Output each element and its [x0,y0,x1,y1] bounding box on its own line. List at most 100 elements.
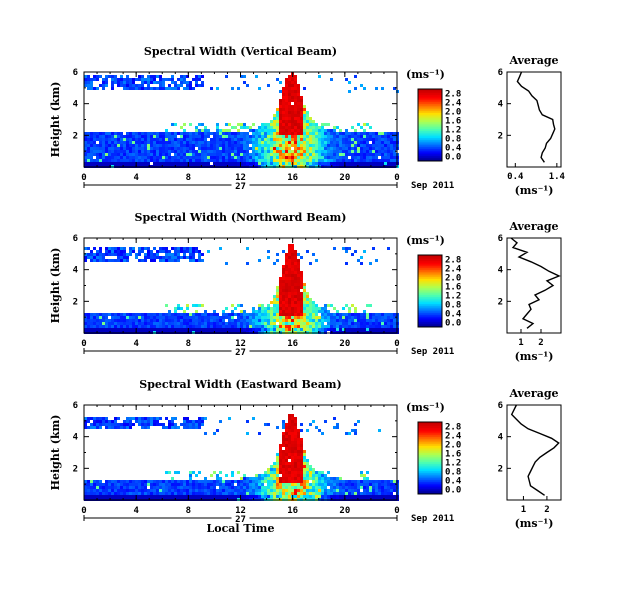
profile-x-tick: 1 [518,338,523,348]
x-tick-label: 4 [133,339,139,349]
average-profile: Average 2 4 6 1 2 (ms⁻¹) [498,220,562,363]
profile-y-tick: 6 [498,401,503,411]
colorbar-tick-label: 0.0 [445,319,461,329]
heatmap-cells [84,244,399,334]
colorbar-tick-label: 2.4 [445,99,462,109]
panel-2: Spectral Width (Northward Beam)0 4 8 12 16 20… [49,211,562,363]
x-tick-label: 16 [287,339,298,349]
profile-title: Average [508,220,558,233]
date-suffix: Sep 2011 [411,347,454,357]
y-tick-label: 4 [73,266,79,276]
panel-1: Spectral Width (Vertical Beam)0 4 8 12 16 20 0… [49,45,566,197]
x-tick-label: 0 [394,173,399,183]
date-label: 27 [235,348,246,358]
profile-y-tick: 6 [498,68,503,78]
colorbar-tick-label: 0.8 [445,468,461,478]
x-tick-label: 20 [339,173,350,183]
x-tick-label: 16 [287,173,298,183]
colorbar-tick-label: 1.6 [445,117,461,127]
profile-x-label: (ms⁻¹) [515,184,554,197]
profile-x-tick: 2 [544,505,549,515]
profile-line [510,237,561,329]
profile-line [510,404,560,496]
y-tick-label: 2 [73,131,78,141]
colorbar-tick-label: 1.2 [445,126,461,136]
colorbar: 0.00.40.81.21.62.02.42.8 [417,421,462,496]
profile-line [516,71,556,163]
y-tick-label: 2 [73,297,78,307]
date-suffix: Sep 2011 [411,514,454,524]
x-tick-label: 8 [186,173,191,183]
colorbar-unit: (ms⁻¹) [406,401,445,414]
date-label: 27 [235,515,246,525]
y-tick-label: 4 [73,100,79,110]
profile-x-tick: 1.4 [549,172,566,182]
colorbar-tick-label: 2.0 [445,441,461,451]
y-tick-label: 6 [73,401,78,411]
colorbar-tick-label: 2.0 [445,108,461,118]
profile-x-tick: 1 [521,505,526,515]
profile-y-tick: 2 [498,131,503,141]
x-tick-label: 12 [235,339,246,349]
colorbar-tick-label: 1.6 [445,450,461,460]
x-tick-label: 16 [287,506,298,516]
heatmap-cells [84,414,399,501]
x-tick-label: 4 [133,173,139,183]
profile-y-tick: 2 [498,464,503,474]
y-tick-label: 2 [73,464,78,474]
x-tick-label: 0 [394,506,399,516]
profile-x-label: (ms⁻¹) [515,517,554,530]
y-tick-label: 4 [73,433,79,443]
x-tick-label: 20 [339,339,350,349]
panel-title: Spectral Width (Eastward Beam) [139,378,341,391]
colorbar-tick-label: 0.4 [445,477,462,487]
average-profile: Average 2 4 6 1 2 (ms⁻¹) [498,387,562,530]
date-suffix: Sep 2011 [411,181,454,191]
profile-x-tick: 0.4 [507,172,524,182]
average-profile: Average 2 4 6 0.4 1.4 (ms⁻¹) [498,54,566,197]
x-tick-label: 20 [339,506,350,516]
colorbar-tick-label: 0.8 [445,301,461,311]
y-tick-label: 6 [73,234,78,244]
profile-x-tick: 2 [538,338,543,348]
profile-y-tick: 2 [498,297,503,307]
colorbar-tick-label: 0.0 [445,153,461,163]
y-axis-label: Height (km) [49,415,62,491]
colorbar-tick-label: 2.8 [445,423,461,433]
x-axis-label: Local Time [207,522,275,535]
x-tick-label: 0 [394,339,399,349]
y-tick-label: 6 [73,68,78,78]
panel-3: Spectral Width (Eastward Beam)0 4 8 12 16 20 0… [49,378,562,535]
profile-title: Average [508,387,558,400]
x-tick-label: 12 [235,173,246,183]
profile-y-tick: 4 [498,266,504,276]
profile-frame [506,237,562,334]
profile-y-tick: 6 [498,234,503,244]
x-tick-label: 4 [133,506,139,516]
colorbar-tick-label: 0.8 [445,135,461,145]
colorbar: 0.00.40.81.21.62.02.42.8 [417,88,462,163]
profile-y-tick: 4 [498,433,504,443]
date-label: 27 [235,182,246,192]
colorbar-tick-label: 1.6 [445,283,461,293]
x-tick-label: 0 [81,173,86,183]
colorbar-tick-label: 2.8 [445,256,461,266]
colorbar-unit: (ms⁻¹) [406,234,445,247]
colorbar-tick-label: 0.4 [445,144,462,154]
x-tick-label: 12 [235,506,246,516]
profile-frame [506,71,562,168]
colorbar-tick-label: 0.4 [445,310,462,320]
panel-title: Spectral Width (Vertical Beam) [144,45,337,58]
x-tick-label: 8 [186,506,191,516]
colorbar-tick-label: 2.0 [445,274,461,284]
y-axis-label: Height (km) [49,82,62,158]
profile-y-tick: 4 [498,100,504,110]
colorbar-tick-label: 1.2 [445,292,461,302]
x-tick-label: 8 [186,339,191,349]
colorbar-tick-label: 2.8 [445,90,461,100]
x-tick-label: 0 [81,506,86,516]
panel-title: Spectral Width (Northward Beam) [135,211,347,224]
colorbar-unit: (ms⁻¹) [406,68,445,81]
heatmap-cells [84,72,399,168]
